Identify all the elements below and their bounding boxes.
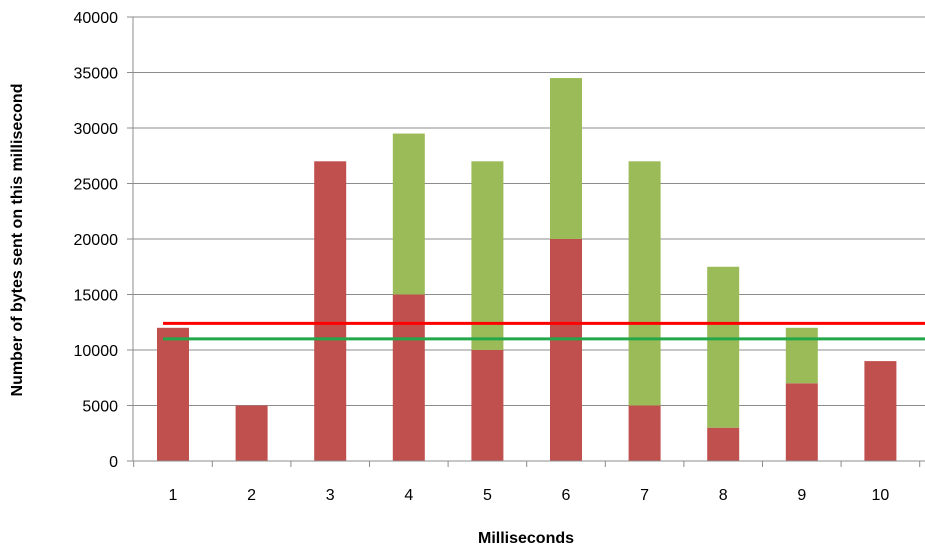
y-tick-label: 0 [109,454,118,471]
x-tick-label: 10 [872,487,890,504]
bar-series1-5 [471,350,504,461]
axes [127,16,925,467]
bar-series2-6 [550,78,582,239]
reference-lines [163,321,925,341]
x-tick-label: 5 [483,487,492,504]
x-tick-label: 8 [719,487,728,504]
bar-series1-3 [314,161,347,462]
bar-series1-9 [785,383,818,461]
y-tick-label: 20000 [74,232,119,249]
bar-series1-1 [157,327,189,461]
y-tick-label: 10000 [74,343,119,360]
bar-series2-5 [471,161,504,350]
y-tick-label: 40000 [74,10,119,27]
bar-series1-8 [707,427,740,461]
x-tick-label: 6 [562,487,571,504]
x-tick-label: 4 [404,487,413,504]
gridlines [133,16,925,406]
x-tick-label: 7 [640,487,649,504]
y-tick-label: 5000 [82,399,118,416]
y-tick-label: 30000 [74,121,119,138]
y-axis-title: Number of bytes sent on this millisecond [9,84,26,397]
x-tick-label: 1 [169,487,178,504]
x-tick-labels: 1 2 3 4 5 6 7 8 9 10 [169,487,890,504]
x-axis-title: Milliseconds [478,530,574,547]
bars [157,78,897,462]
bar-series2-7 [628,161,661,406]
bar-series1-7 [628,405,661,461]
y-tick-label: 15000 [74,288,119,305]
x-tick-label: 9 [797,487,806,504]
y-tick-labels: 0 5000 10000 15000 20000 25000 30000 35000 40000 [74,10,119,471]
bar-series2-4 [392,133,425,295]
y-tick-label: 35000 [74,66,119,83]
bar-series2-8 [707,266,740,428]
bar-series1-2 [235,405,268,461]
bar-series1-10 [864,361,897,461]
bar-series1-4 [392,294,425,461]
y-tick-label: 25000 [74,177,119,194]
x-tick-label: 2 [247,487,256,504]
x-tick-label: 3 [326,487,335,504]
bar-series2-9 [785,327,818,384]
bar-series1-6 [550,239,582,461]
